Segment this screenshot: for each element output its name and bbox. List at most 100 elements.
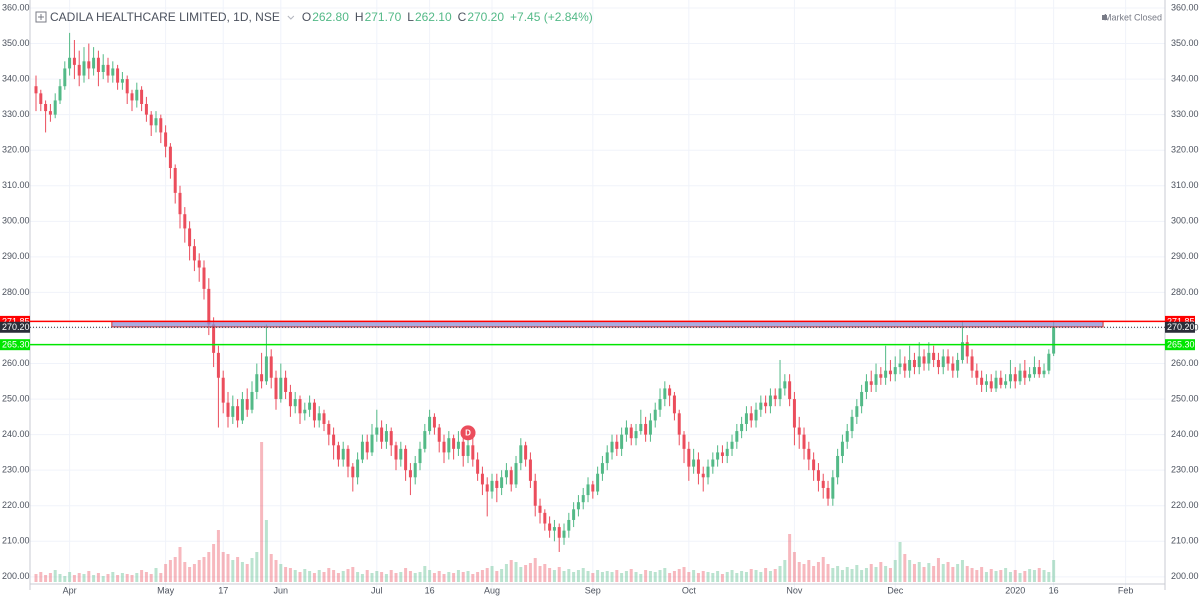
volume-bar: [356, 572, 360, 582]
candle-body: [725, 448, 729, 456]
volume-bar: [240, 562, 244, 582]
candle-body: [130, 93, 134, 101]
volume-bar: [816, 562, 820, 582]
candle-body: [572, 509, 576, 520]
volume-bar: [778, 566, 782, 582]
volume-bar: [644, 570, 648, 582]
candle-body: [269, 356, 273, 378]
volume-bar: [72, 575, 76, 582]
volume-bar: [634, 572, 638, 582]
volume-bar: [874, 567, 878, 582]
candle-body: [428, 416, 432, 432]
volume-bar: [236, 557, 240, 582]
candle-body: [701, 473, 705, 478]
volume-bar: [245, 564, 249, 582]
candle-body: [917, 356, 921, 368]
candle-body: [144, 103, 148, 115]
candle-body: [380, 427, 384, 442]
candle-body: [586, 484, 590, 496]
volume-bar: [452, 573, 456, 582]
candle-body: [936, 359, 940, 368]
candle-body: [341, 448, 345, 460]
volume-bar: [293, 570, 297, 582]
candle-body: [231, 406, 235, 417]
candle-body: [125, 79, 129, 94]
volume-bar: [111, 572, 115, 582]
candle-body: [216, 352, 220, 378]
volume-bar: [432, 573, 436, 582]
candle-body: [336, 445, 340, 460]
candle-body: [72, 57, 76, 65]
volume-bar: [648, 571, 652, 582]
volume-bar: [135, 573, 139, 582]
candle-body: [149, 114, 153, 126]
volume-bar: [672, 571, 676, 582]
candle-body: [1023, 370, 1027, 378]
candle-body: [303, 409, 307, 414]
volume-bar: [682, 567, 686, 582]
candle-body: [461, 441, 465, 456]
volume-bar: [687, 572, 691, 582]
candle-body: [432, 416, 436, 428]
volume-bar: [423, 566, 427, 582]
y-tick-label-left: 230.00: [2, 465, 30, 475]
volume-bar: [173, 557, 177, 582]
y-tick-label: 280.00: [1171, 287, 1199, 297]
candle-body: [792, 399, 796, 428]
volume-bar: [461, 572, 465, 582]
volume-bar: [596, 570, 600, 582]
candle-body: [980, 377, 984, 385]
candle-body: [485, 484, 489, 492]
y-tick-label-left: 260.00: [2, 358, 30, 368]
candle-body: [533, 480, 537, 506]
volume-bar: [941, 564, 945, 582]
volume-bar: [605, 571, 609, 582]
candle-body: [514, 463, 518, 485]
candle-body: [480, 473, 484, 485]
volume-bar: [44, 575, 48, 582]
volume-bar: [1013, 570, 1017, 582]
volume-bar: [792, 552, 796, 582]
candle-body: [399, 448, 403, 460]
y-tick-label: 240.00: [1171, 429, 1199, 439]
candle-body: [912, 359, 916, 368]
candle-body: [672, 395, 676, 414]
volume-bar: [620, 573, 624, 582]
candle-body: [159, 118, 163, 133]
candle-body: [183, 214, 187, 229]
volume-bar: [260, 442, 264, 582]
volume-bar: [1032, 570, 1036, 582]
volume-bar: [716, 571, 720, 582]
volume-bar: [720, 574, 724, 582]
candle-body: [519, 445, 523, 464]
candle-body: [221, 377, 225, 403]
candle-body: [668, 388, 672, 396]
x-tick-label: Apr: [63, 585, 77, 595]
candle-body: [298, 399, 302, 414]
volume-bar: [572, 572, 576, 582]
candle-body: [524, 445, 528, 460]
volume-bar: [447, 572, 451, 582]
candle-body: [600, 463, 604, 474]
candle-body: [274, 377, 278, 400]
candle-body: [404, 448, 408, 471]
zone: [111, 320, 1104, 328]
volume-bar: [485, 568, 489, 582]
volume-bar: [413, 573, 417, 582]
candle-body: [860, 391, 864, 407]
candle-body: [447, 438, 451, 453]
volume-bar: [504, 564, 508, 582]
y-tick-label: 360.00: [1171, 2, 1199, 12]
candle-body: [610, 441, 614, 453]
price-label-box: [1165, 321, 1195, 333]
candle-body: [327, 423, 331, 435]
volume-bar: [418, 572, 422, 582]
volume-bar: [543, 564, 547, 582]
volume-bar: [317, 570, 321, 582]
candle-body: [845, 431, 849, 442]
volume-bar: [106, 574, 110, 582]
candle-body: [34, 86, 38, 94]
volume-bar: [788, 534, 792, 582]
price-label-left-box: [0, 321, 30, 333]
volume-bar: [956, 564, 960, 582]
